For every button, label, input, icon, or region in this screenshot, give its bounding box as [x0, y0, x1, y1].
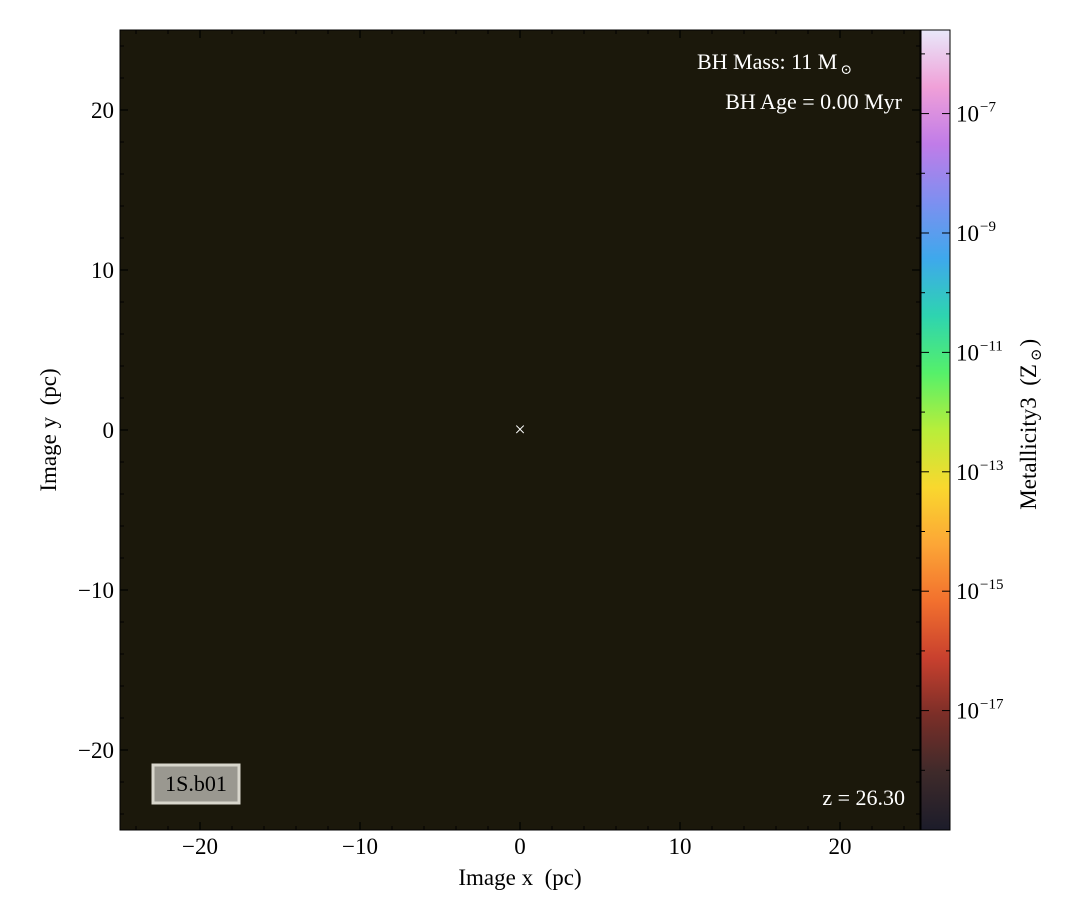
y-tick-label: 20 [91, 98, 114, 123]
colorbar-tick-label: 10−11 [956, 338, 1003, 365]
x-tick-label: 10 [669, 834, 692, 859]
colorbar-ticks: 10−17 10−15 10−13 10−11 10−9 10−7 [921, 53, 1004, 831]
colorbar-label: Metallicity3 (Z ⊙) [1016, 322, 1045, 539]
run-label-box [151, 763, 241, 805]
sun-symbol: ⊙ [840, 63, 852, 78]
x-axis-ticks: −20 −10 0 10 20 [135, 30, 905, 859]
colorbar-tick-label: 10−17 [956, 697, 1004, 724]
x-tick-label: 0 [514, 834, 526, 859]
y-tick-label: 10 [91, 258, 114, 283]
colorbar-tick-label: 10−9 [956, 219, 996, 246]
y-axis-label: Image y (pc) [36, 368, 61, 491]
y-tick-label: −10 [78, 578, 114, 603]
colorbar-tick-label: 10−7 [956, 100, 996, 127]
y-axis-ticks: −20 −10 0 10 20 [78, 45, 920, 815]
x-tick-label: −20 [182, 834, 218, 859]
colorbar-tick-label: 10−15 [956, 577, 1003, 604]
colorbar-label-sun: ⊙ [1029, 348, 1045, 361]
black-hole-marker: × [514, 419, 525, 441]
run-label: 1S.b01 [165, 771, 227, 796]
redshift-annotation: z = 26.30 [822, 785, 905, 810]
x-tick-label: 20 [829, 834, 852, 859]
x-tick-label: −10 [342, 834, 378, 859]
colorbar-label-close: ) [1016, 339, 1041, 347]
colorbar-tick-label: 10−13 [956, 458, 1003, 485]
y-tick-label: 0 [103, 418, 115, 443]
x-axis-label: Image x (pc) [458, 865, 581, 890]
bh-mass-annotation: BH Mass: 11 M ⊙ [697, 49, 852, 78]
y-tick-label: −20 [78, 738, 114, 763]
bh-age-annotation: BH Age = 0.00 Myr [725, 89, 902, 114]
plot-area [119, 29, 921, 831]
colorbar-label-main: Metallicity3 (Z [1016, 364, 1041, 510]
bh-mass-text: BH Mass: 11 M [697, 49, 837, 74]
colorbar [920, 29, 951, 831]
